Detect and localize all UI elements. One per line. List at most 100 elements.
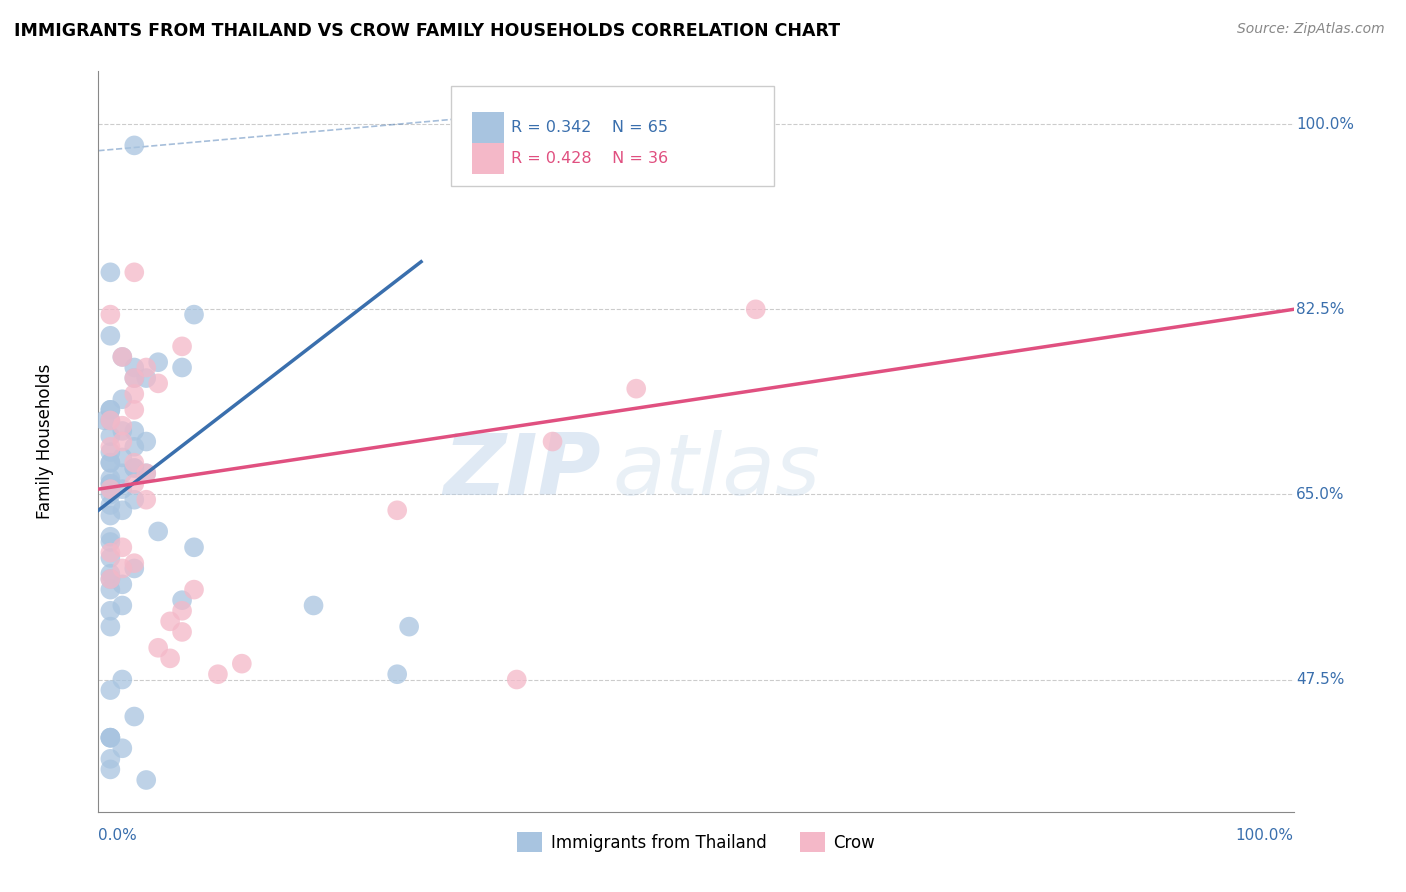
Point bbox=[98, 402, 122, 417]
Point bbox=[93, 413, 115, 427]
Point bbox=[98, 535, 122, 549]
Point bbox=[541, 434, 564, 449]
Point bbox=[98, 413, 122, 427]
Point bbox=[385, 503, 409, 517]
Point bbox=[111, 541, 134, 555]
Point bbox=[135, 492, 157, 507]
Point bbox=[124, 556, 146, 570]
Point bbox=[98, 482, 122, 496]
Point bbox=[98, 763, 122, 777]
Point bbox=[124, 709, 146, 723]
Point bbox=[111, 503, 134, 517]
FancyBboxPatch shape bbox=[472, 144, 503, 174]
Point bbox=[135, 360, 157, 375]
Point bbox=[98, 487, 122, 501]
Point bbox=[302, 599, 325, 613]
Point bbox=[172, 339, 194, 353]
Point bbox=[385, 667, 409, 681]
Point bbox=[506, 673, 529, 687]
Point bbox=[124, 371, 146, 385]
Point bbox=[98, 445, 122, 459]
Point bbox=[159, 651, 181, 665]
Point bbox=[98, 566, 122, 581]
Point bbox=[124, 424, 146, 438]
Point bbox=[231, 657, 253, 671]
Point bbox=[183, 308, 205, 322]
Point bbox=[124, 387, 146, 401]
Point bbox=[98, 604, 122, 618]
Point bbox=[135, 467, 157, 481]
Point bbox=[135, 467, 157, 481]
Point bbox=[124, 461, 146, 475]
Point bbox=[111, 350, 134, 364]
Point bbox=[135, 434, 157, 449]
Point bbox=[98, 731, 122, 745]
Point bbox=[98, 471, 122, 485]
Point bbox=[98, 683, 122, 698]
Point bbox=[135, 772, 157, 787]
Point bbox=[124, 402, 146, 417]
Point bbox=[124, 456, 146, 470]
Point bbox=[98, 498, 122, 512]
Point bbox=[398, 619, 420, 633]
Point bbox=[124, 461, 146, 475]
Point bbox=[148, 355, 170, 369]
Point bbox=[172, 624, 194, 639]
Point bbox=[98, 482, 122, 496]
Text: Source: ZipAtlas.com: Source: ZipAtlas.com bbox=[1237, 22, 1385, 37]
Point bbox=[183, 541, 205, 555]
Point bbox=[98, 731, 122, 745]
Point bbox=[98, 440, 122, 454]
Point bbox=[98, 308, 122, 322]
Point bbox=[98, 476, 122, 491]
Text: IMMIGRANTS FROM THAILAND VS CROW FAMILY HOUSEHOLDS CORRELATION CHART: IMMIGRANTS FROM THAILAND VS CROW FAMILY … bbox=[14, 22, 841, 40]
Point bbox=[111, 599, 134, 613]
Text: 100.0%: 100.0% bbox=[1236, 828, 1294, 843]
Point bbox=[745, 302, 768, 317]
Text: 82.5%: 82.5% bbox=[1296, 301, 1344, 317]
Point bbox=[111, 418, 134, 433]
Point bbox=[111, 392, 134, 407]
Point bbox=[98, 328, 122, 343]
Point bbox=[148, 376, 170, 391]
Point bbox=[111, 350, 134, 364]
Point bbox=[148, 524, 170, 539]
Point bbox=[207, 667, 229, 681]
Point bbox=[98, 619, 122, 633]
Point bbox=[98, 456, 122, 470]
Point bbox=[111, 434, 134, 449]
Legend: Immigrants from Thailand, Crow: Immigrants from Thailand, Crow bbox=[510, 825, 882, 859]
Point bbox=[98, 456, 122, 470]
Point bbox=[111, 482, 134, 496]
Point bbox=[98, 429, 122, 443]
Text: 0.0%: 0.0% bbox=[98, 828, 138, 843]
Point bbox=[172, 593, 194, 607]
Point bbox=[124, 492, 146, 507]
Point bbox=[98, 572, 122, 586]
Point bbox=[98, 582, 122, 597]
Point bbox=[111, 450, 134, 465]
Point bbox=[124, 360, 146, 375]
Point bbox=[111, 673, 134, 687]
Text: R = 0.342    N = 65: R = 0.342 N = 65 bbox=[510, 120, 668, 135]
Text: ZIP: ZIP bbox=[443, 430, 600, 513]
Text: atlas: atlas bbox=[613, 430, 820, 513]
Text: 100.0%: 100.0% bbox=[1296, 117, 1354, 132]
Point bbox=[159, 615, 181, 629]
Point bbox=[183, 582, 205, 597]
Text: R = 0.428    N = 36: R = 0.428 N = 36 bbox=[510, 152, 668, 166]
Point bbox=[124, 371, 146, 385]
Point bbox=[124, 265, 146, 279]
Point bbox=[124, 440, 146, 454]
Point bbox=[111, 424, 134, 438]
Point bbox=[98, 572, 122, 586]
Point bbox=[172, 604, 194, 618]
Point bbox=[124, 561, 146, 575]
Point bbox=[124, 138, 146, 153]
FancyBboxPatch shape bbox=[451, 87, 773, 186]
Point bbox=[148, 640, 170, 655]
Point bbox=[98, 476, 122, 491]
Point bbox=[135, 371, 157, 385]
Point bbox=[124, 476, 146, 491]
Point bbox=[98, 265, 122, 279]
